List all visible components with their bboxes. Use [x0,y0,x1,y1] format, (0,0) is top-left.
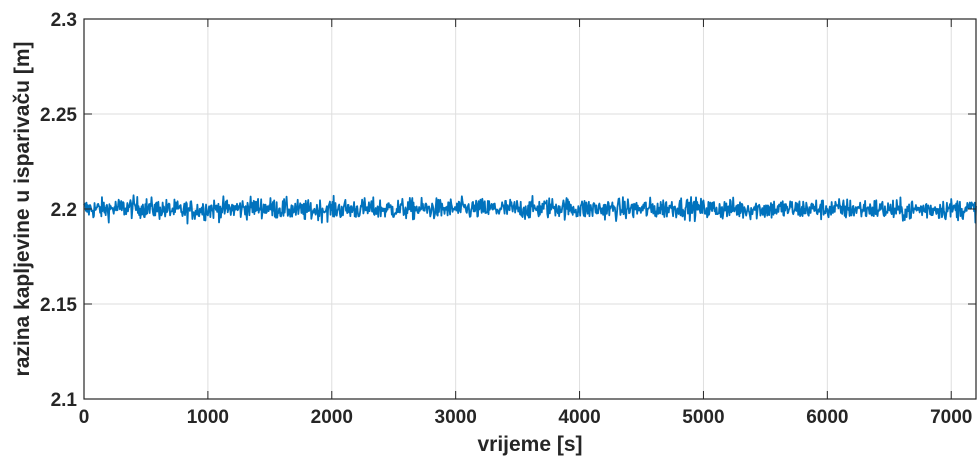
y-tick-label: 2.15 [40,295,77,316]
y-tick-label: 2.25 [40,105,77,126]
ticks: 0 1000 2000 3000 4000 5000 6000 7000 2.1 2.15 2.2 2… [40,10,976,428]
series-line [83,194,977,225]
x-tick-label: 0 [79,407,90,428]
x-tick-label: 6000 [806,407,848,428]
series-layer [83,194,977,225]
x-axis-label: vrijeme [s] [477,433,582,456]
x-tick-label: 1000 [187,407,229,428]
x-tick-label: 7000 [930,407,972,428]
y-tick-label: 2.1 [51,390,78,411]
x-tick-label: 4000 [558,407,600,428]
y-axis-label: razina kapljevine u isparivaču [m] [11,42,34,377]
x-tick-label: 5000 [682,407,724,428]
y-tick-label: 2.2 [51,200,77,221]
x-tick-label: 2000 [311,407,353,428]
y-tick-label: 2.3 [51,10,77,31]
x-tick-label: 3000 [435,407,477,428]
